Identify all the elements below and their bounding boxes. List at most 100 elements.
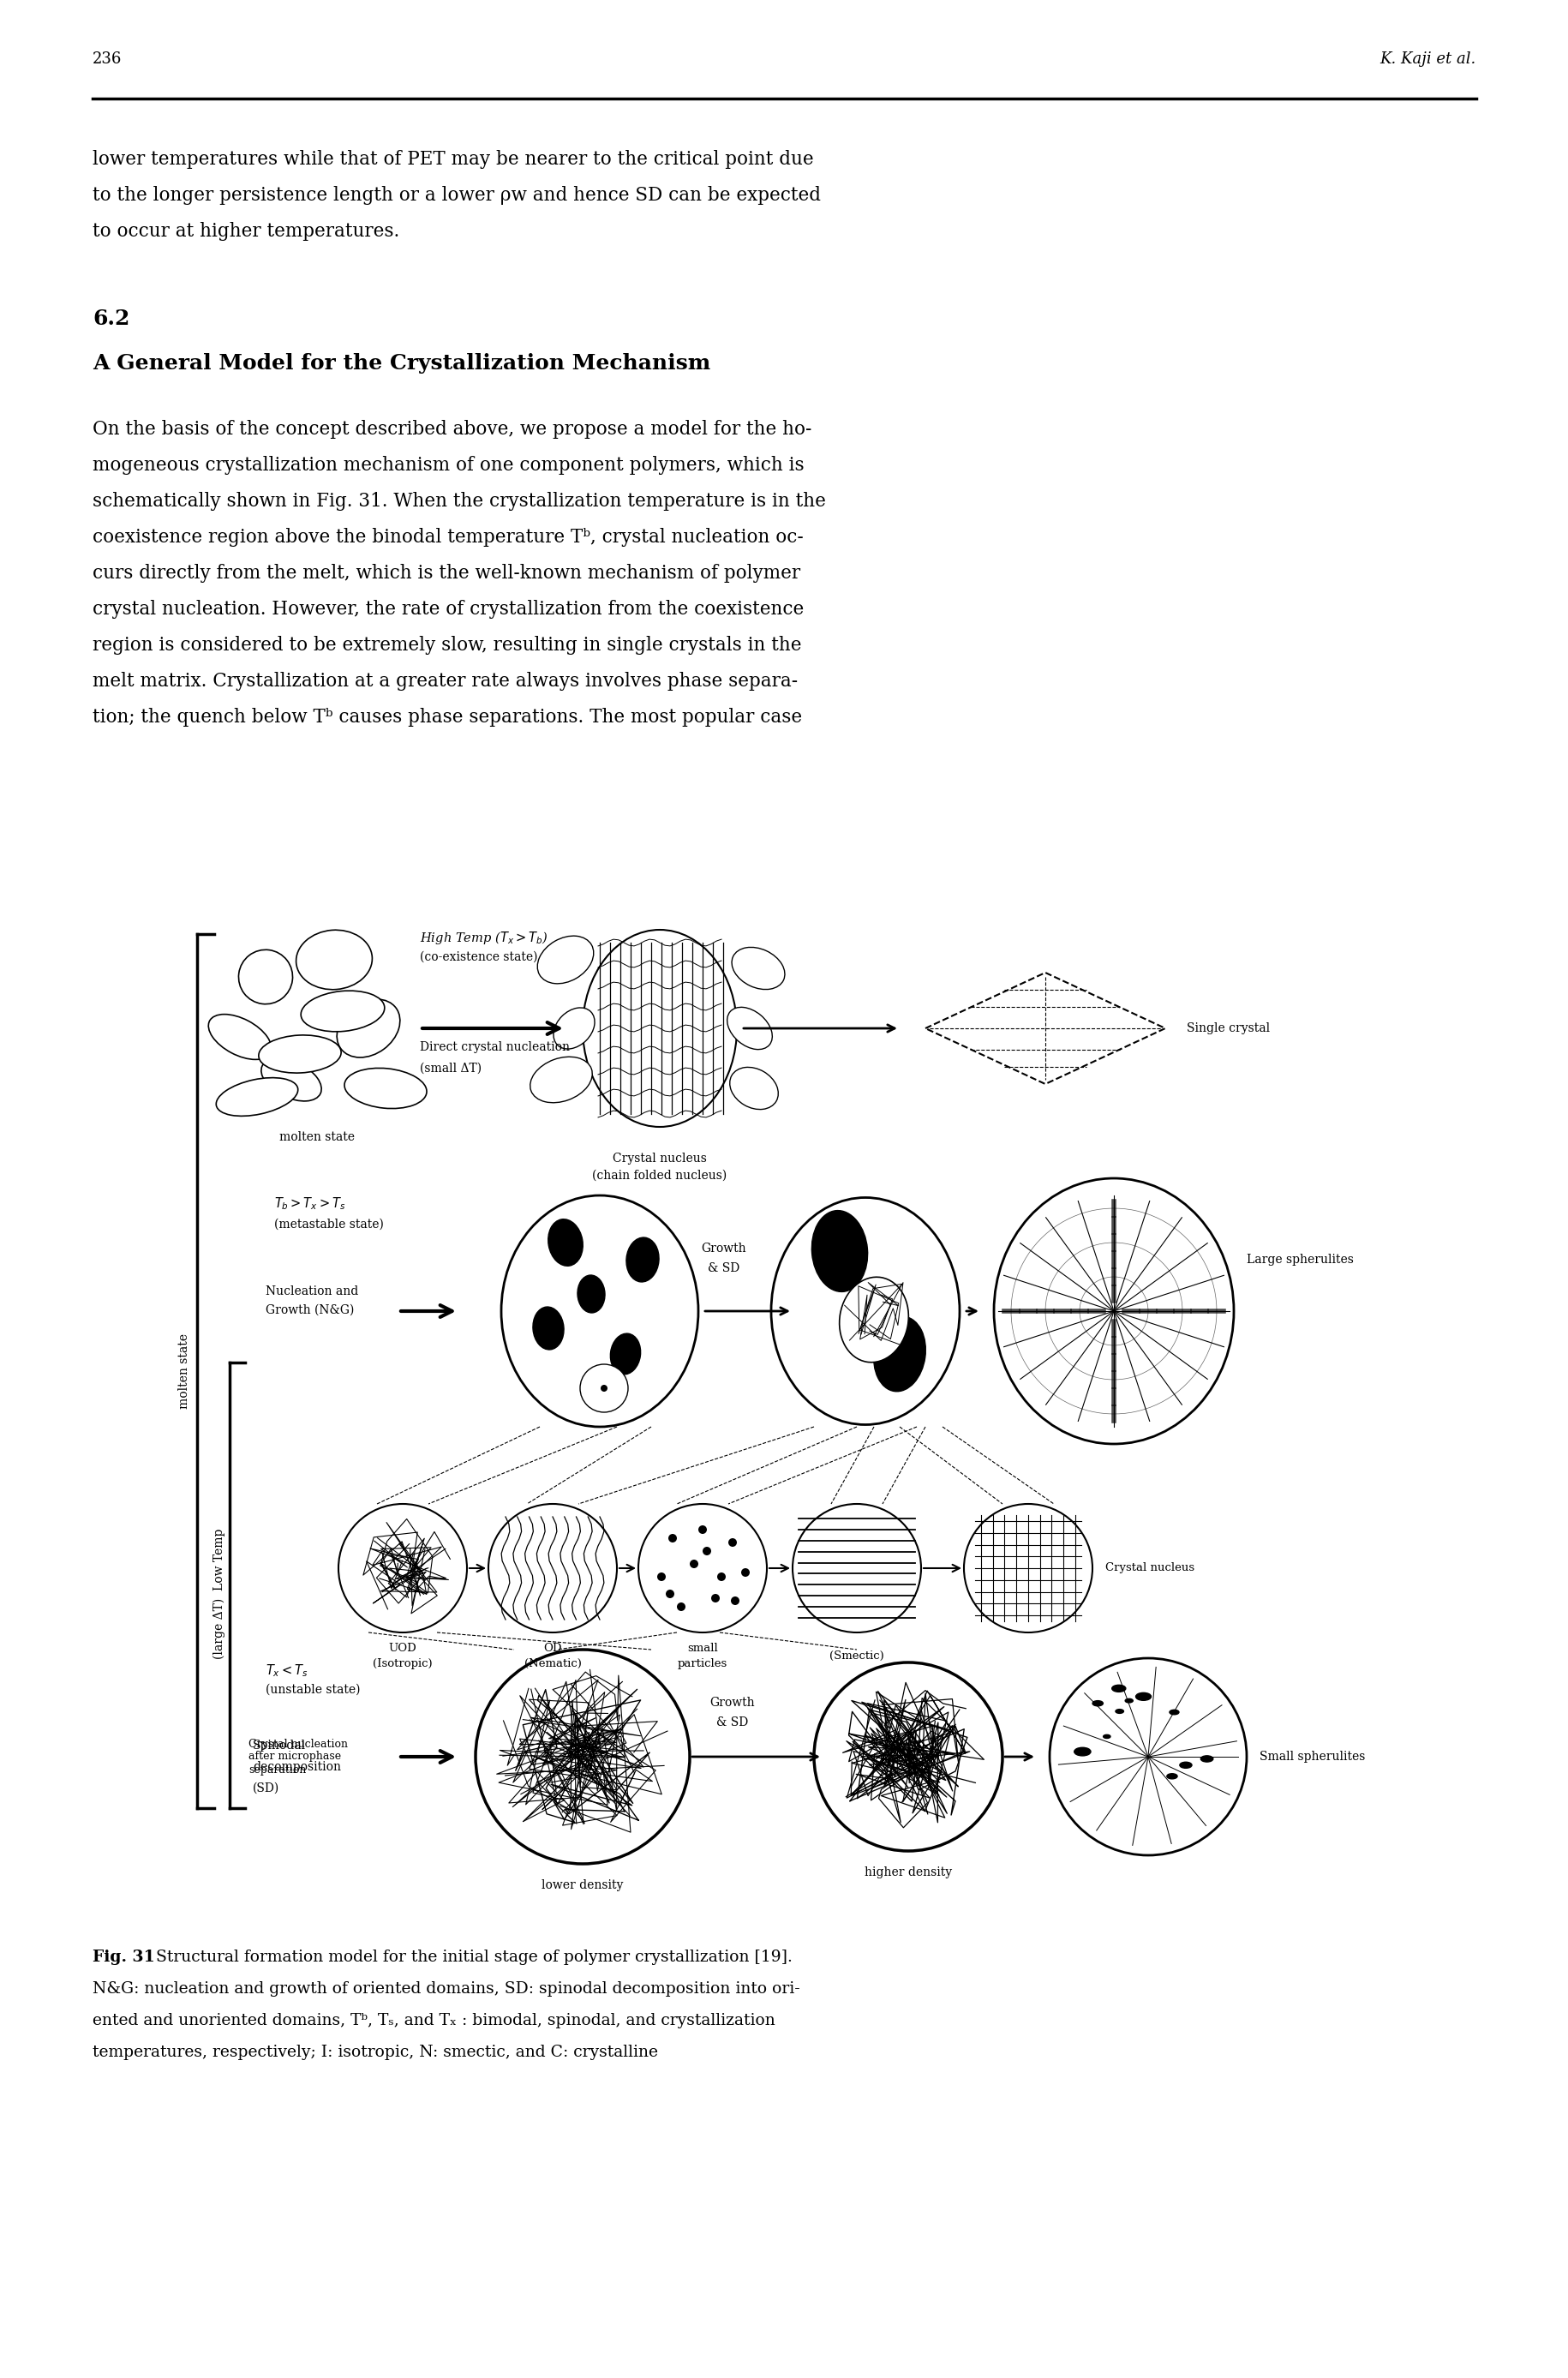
Text: small: small — [687, 1643, 718, 1653]
Circle shape — [690, 1560, 698, 1567]
Ellipse shape — [216, 1077, 298, 1115]
Text: coexistence region above the binodal temperature Tᵇ, crystal nucleation oc-: coexistence region above the binodal tem… — [93, 528, 803, 547]
Text: schematically shown in Fig. 31. When the crystallization temperature is in the: schematically shown in Fig. 31. When the… — [93, 492, 825, 511]
Ellipse shape — [500, 1196, 698, 1427]
Circle shape — [792, 1503, 920, 1631]
Text: temperatures, respectively; I: isotropic, N: smectic, and C: crystalline: temperatures, respectively; I: isotropic… — [93, 2045, 657, 2059]
Ellipse shape — [301, 992, 384, 1032]
Ellipse shape — [1179, 1762, 1192, 1769]
Ellipse shape — [259, 1034, 340, 1072]
Circle shape — [676, 1603, 685, 1610]
Ellipse shape — [1135, 1693, 1151, 1700]
Text: to the longer persistence length or a lower ρw and hence SD can be expected: to the longer persistence length or a lo… — [93, 185, 820, 205]
Text: (co-existence state): (co-existence state) — [420, 951, 538, 963]
Ellipse shape — [209, 1015, 271, 1061]
Text: Crystal nucleus: Crystal nucleus — [613, 1153, 707, 1165]
Text: Single crystal: Single crystal — [1185, 1023, 1269, 1034]
Text: Small spherulites: Small spherulites — [1259, 1750, 1364, 1762]
Text: (Isotropic): (Isotropic) — [373, 1657, 433, 1669]
Text: 6.2: 6.2 — [93, 309, 130, 328]
Ellipse shape — [731, 946, 784, 989]
Text: A General Model for the Crystallization Mechanism: A General Model for the Crystallization … — [93, 352, 710, 373]
Ellipse shape — [1112, 1686, 1126, 1691]
Text: Growth (N&G): Growth (N&G) — [265, 1303, 354, 1317]
Ellipse shape — [839, 1277, 908, 1363]
Text: curs directly from the melt, which is the well-known mechanism of polymer: curs directly from the melt, which is th… — [93, 564, 800, 583]
Text: & SD: & SD — [707, 1263, 740, 1275]
Circle shape — [1049, 1657, 1247, 1855]
Text: (small ΔT): (small ΔT) — [420, 1063, 481, 1075]
Text: Nucleation and: Nucleation and — [265, 1286, 358, 1298]
Ellipse shape — [582, 930, 737, 1127]
Ellipse shape — [538, 937, 593, 984]
Circle shape — [475, 1650, 690, 1864]
Text: higher density: higher density — [864, 1867, 952, 1879]
Ellipse shape — [811, 1210, 867, 1291]
Text: (Nematic): (Nematic) — [524, 1657, 582, 1669]
Ellipse shape — [554, 1008, 594, 1049]
Ellipse shape — [771, 1199, 960, 1424]
Ellipse shape — [533, 1308, 563, 1351]
Ellipse shape — [626, 1237, 659, 1282]
Ellipse shape — [577, 1275, 605, 1313]
Text: melt matrix. Crystallization at a greater rate always involves phase separa-: melt matrix. Crystallization at a greate… — [93, 673, 798, 690]
Ellipse shape — [296, 930, 372, 989]
Text: $T_x < T_s$: $T_x < T_s$ — [265, 1662, 307, 1679]
Text: UOD: UOD — [389, 1643, 417, 1653]
Text: mogeneous crystallization mechanism of one component polymers, which is: mogeneous crystallization mechanism of o… — [93, 457, 804, 476]
Circle shape — [728, 1539, 737, 1546]
Ellipse shape — [238, 949, 293, 1004]
Ellipse shape — [873, 1317, 925, 1391]
Ellipse shape — [260, 1058, 321, 1101]
Text: region is considered to be extremely slow, resulting in single crystals in the: region is considered to be extremely slo… — [93, 635, 801, 654]
Ellipse shape — [610, 1334, 640, 1374]
Ellipse shape — [345, 1068, 426, 1108]
Ellipse shape — [994, 1177, 1232, 1443]
Text: Crystal nucleation
after microphase
separation: Crystal nucleation after microphase sepa… — [248, 1738, 348, 1774]
Circle shape — [339, 1503, 467, 1631]
Text: Crystal nucleus: Crystal nucleus — [1105, 1562, 1193, 1574]
Text: OD: OD — [543, 1643, 561, 1653]
Ellipse shape — [1102, 1734, 1110, 1738]
Text: tion; the quench below Tᵇ causes phase separations. The most popular case: tion; the quench below Tᵇ causes phase s… — [93, 709, 801, 728]
Text: (SD): (SD) — [252, 1784, 279, 1795]
Text: particles: particles — [677, 1657, 728, 1669]
Text: & SD: & SD — [717, 1717, 748, 1729]
Ellipse shape — [1124, 1698, 1132, 1703]
Text: High Temp ($T_x > T_b$): High Temp ($T_x > T_b$) — [420, 930, 547, 946]
Circle shape — [731, 1596, 739, 1605]
Circle shape — [963, 1503, 1091, 1631]
Polygon shape — [925, 973, 1165, 1084]
Circle shape — [740, 1567, 750, 1577]
Text: N&G: nucleation and growth of oriented domains, SD: spinodal decomposition into : N&G: nucleation and growth of oriented d… — [93, 1981, 800, 1998]
Text: (unstable state): (unstable state) — [265, 1684, 361, 1696]
Circle shape — [601, 1384, 607, 1391]
Text: Spinodal: Spinodal — [252, 1741, 306, 1753]
Ellipse shape — [530, 1056, 593, 1103]
Text: ented and unoriented domains, Tᵇ, Tₛ, and Tₓ : bimodal, spinodal, and crystalliz: ented and unoriented domains, Tᵇ, Tₛ, an… — [93, 2012, 775, 2028]
Circle shape — [717, 1572, 726, 1581]
Text: to occur at higher temperatures.: to occur at higher temperatures. — [93, 221, 400, 240]
Text: lower temperatures while that of PET may be nearer to the critical point due: lower temperatures while that of PET may… — [93, 150, 814, 169]
Ellipse shape — [1167, 1774, 1176, 1779]
Circle shape — [702, 1546, 710, 1555]
Text: (large ΔT): (large ΔT) — [213, 1598, 226, 1660]
Text: lower density: lower density — [541, 1879, 622, 1891]
Text: On the basis of the concept described above, we propose a model for the ho-: On the basis of the concept described ab… — [93, 421, 811, 440]
Text: Direct crystal nucleation: Direct crystal nucleation — [420, 1042, 569, 1053]
Circle shape — [488, 1503, 616, 1631]
Text: (chain folded nucleus): (chain folded nucleus) — [593, 1170, 726, 1182]
Ellipse shape — [1115, 1710, 1123, 1712]
Text: Large spherulites: Large spherulites — [1247, 1253, 1353, 1265]
Text: Fig. 31: Fig. 31 — [93, 1950, 155, 1964]
Text: (metastable state): (metastable state) — [274, 1218, 384, 1229]
Ellipse shape — [1168, 1710, 1178, 1715]
Circle shape — [665, 1589, 674, 1598]
Text: 236: 236 — [93, 52, 122, 67]
Circle shape — [580, 1365, 627, 1413]
Text: K. Kaji et al.: K. Kaji et al. — [1380, 52, 1475, 67]
Ellipse shape — [726, 1008, 771, 1049]
Text: decomposition: decomposition — [252, 1762, 340, 1774]
Ellipse shape — [1074, 1748, 1090, 1755]
Circle shape — [657, 1572, 665, 1581]
